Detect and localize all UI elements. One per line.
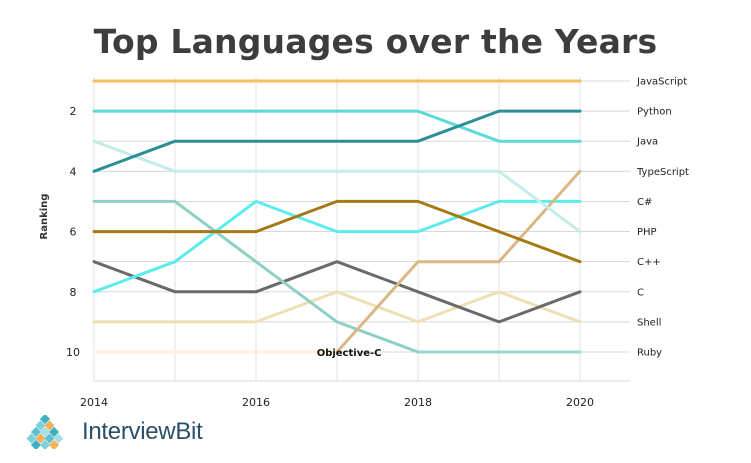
- brand-logo: InterviewBit: [16, 414, 203, 450]
- rank-label: Python: [637, 107, 672, 118]
- rank-label: PHP: [637, 227, 657, 238]
- x-tick-label: 2020: [566, 396, 594, 409]
- rank-label: TypeScript: [636, 167, 689, 178]
- series-line-typescript: [335, 169, 582, 354]
- grid-layer: [93, 77, 630, 382]
- rank-label: C: [637, 287, 644, 298]
- series-line-python: [92, 109, 582, 143]
- y-tick-label: 10: [66, 346, 80, 359]
- series-line-cpp: [92, 199, 582, 264]
- y-tick-label: 8: [70, 286, 77, 299]
- x-tick-label: 2016: [242, 396, 270, 409]
- y-tick-label: 4: [70, 165, 77, 178]
- series-layer: [92, 79, 582, 354]
- rank-label: JavaScript: [636, 77, 687, 88]
- y-tick-label: 6: [70, 226, 77, 239]
- series-line-javascript: [92, 109, 582, 173]
- series-line-shell: [92, 290, 582, 324]
- series-line-csharp: [92, 199, 420, 354]
- rank-label: Ruby: [637, 348, 662, 359]
- rank-label: Java: [636, 137, 658, 148]
- series-line-c: [92, 260, 582, 324]
- brand-name: InterviewBit: [82, 418, 203, 445]
- x-tick-label: 2018: [404, 396, 432, 409]
- series-line-php: [92, 199, 582, 294]
- label-layer: 2 4 6 8 10 2014 2016 2018 2020 JavaScript Python Ja…: [39, 77, 689, 410]
- brand-diamond-icon: [26, 415, 64, 449]
- y-axis-label: Ranking: [39, 194, 50, 240]
- chart-title: Top Languages over the Years: [93, 22, 658, 61]
- rank-label: C#: [637, 197, 652, 208]
- series-line-java: [92, 139, 582, 234]
- y-tick-label: 2: [70, 105, 77, 118]
- annotation-label: Objective-C: [317, 348, 382, 359]
- rank-label: Shell: [637, 317, 661, 328]
- rank-label: C++: [637, 257, 661, 268]
- x-tick-label: 2014: [80, 396, 108, 409]
